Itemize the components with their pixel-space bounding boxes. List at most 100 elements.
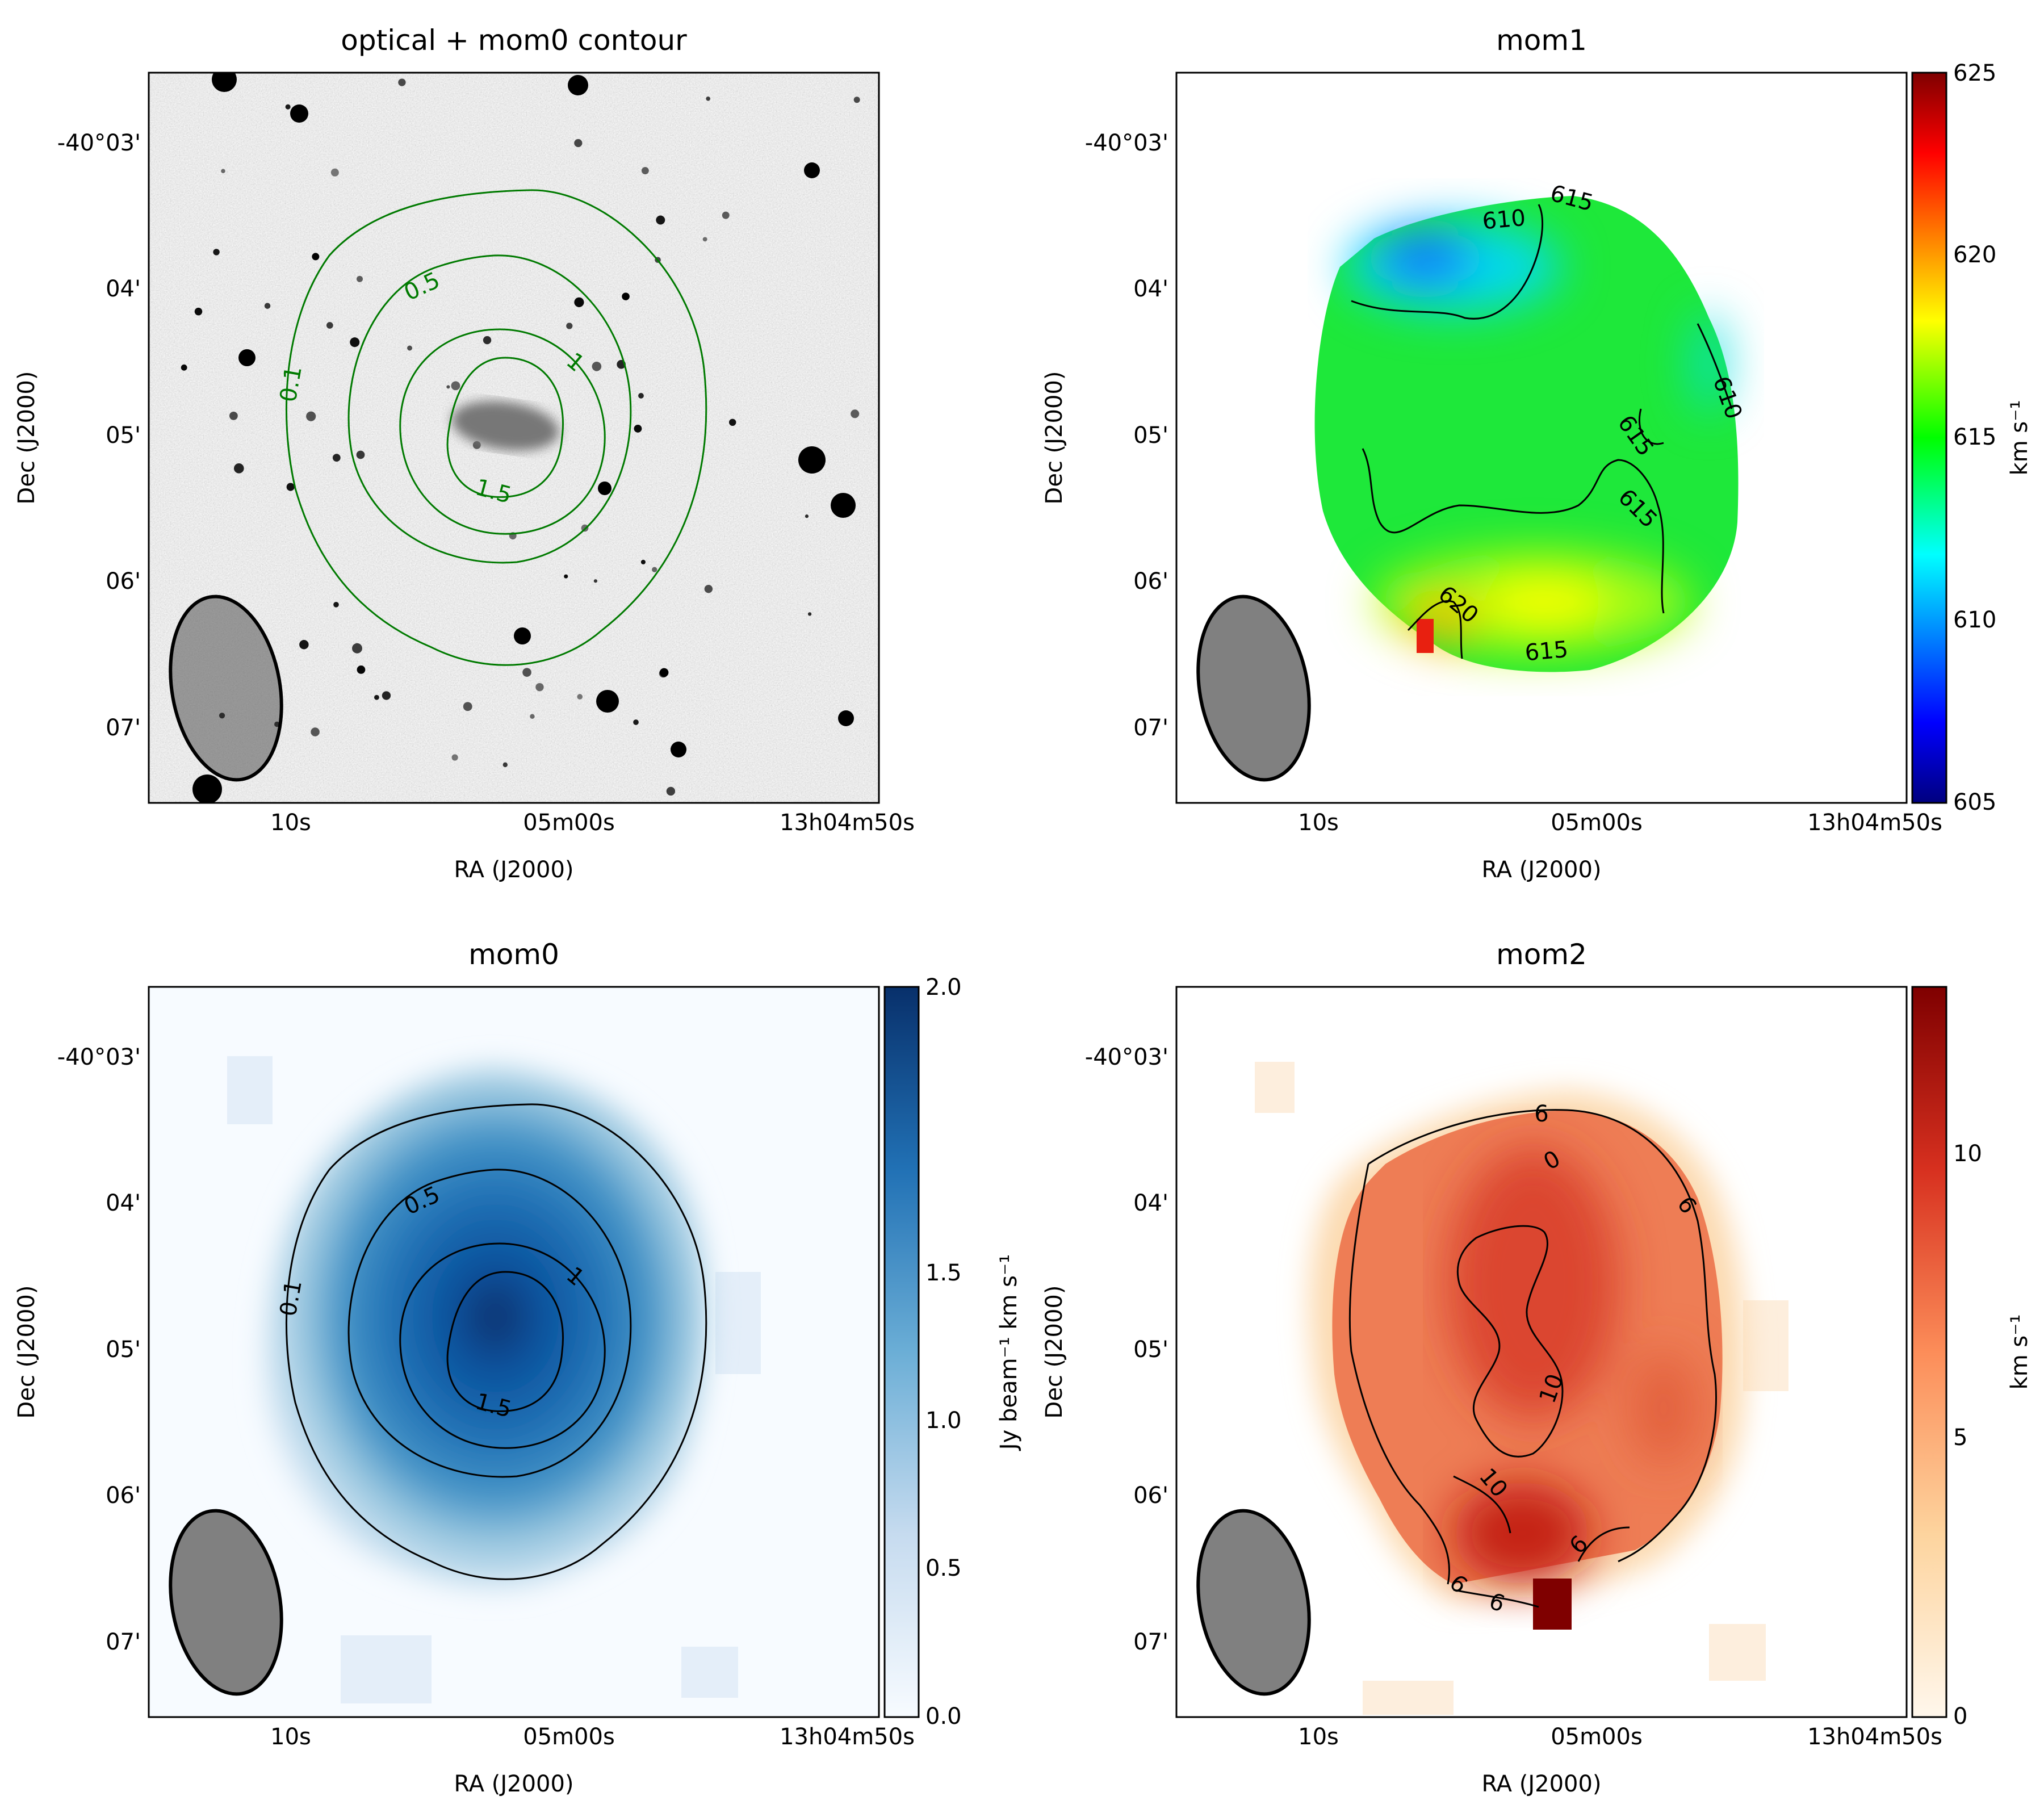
colorbar-tick-label: 605 [1953,789,1996,815]
star [704,584,713,593]
star [356,450,365,459]
colorbar-tick-label: 10 [1953,1141,1982,1167]
star [463,702,472,711]
mom1-hot-pixel [1417,619,1434,653]
y-tick-label: -40°03' [1085,1044,1168,1070]
star [598,482,611,495]
panel-mom2: 6 0 6 10 10 6 6 6 0 5 10 km s⁻¹ mom2 10s… [1041,938,2033,1797]
panel-title: optical + mom0 contour [341,24,687,57]
panel-mom1: 610 615 615 610 615 620 615 605 610 615 … [1041,24,2033,883]
panel-optical: 0.1 0.5 1 1.5 optical + mom0 contour 10s… [14,24,915,883]
star [838,710,854,726]
star [374,694,379,700]
star [522,668,531,677]
colorbar-tick-label: 1.5 [925,1260,962,1286]
x-tick-label: 13h04m50s [780,1724,915,1750]
y-tick-label: 07' [106,715,141,741]
colorbar-tick-label: 625 [1953,60,1996,86]
star [641,167,649,175]
y-tick-label: -40°03' [1085,130,1168,156]
y-axis-label: Dec (J2000) [14,1286,40,1419]
mom0-contour-label: 0.1 [275,1278,307,1318]
star [574,297,584,307]
y-axis-label: Dec (J2000) [1041,1286,1067,1419]
x-tick-label: 10s [270,810,311,836]
colorbar-tick-label: 0 [1953,1703,1967,1730]
mom1-contour-label: 615 [1524,637,1569,666]
colorbar-tick-label: 2.0 [925,974,962,1000]
x-tick-labels: 10s 05m00s 13h04m50s [1298,810,1942,836]
y-tick-label: 05' [1133,1337,1168,1363]
x-tick-label: 05m00s [1551,810,1643,836]
y-tick-label: 07' [1133,715,1168,741]
colorbar-tick-label: 615 [1953,424,1996,450]
colorbar-ticks: 605 610 615 620 625 [1953,60,1996,815]
y-tick-label: 06' [106,1483,141,1509]
star [352,643,362,654]
star [285,104,291,110]
x-tick-label: 13h04m50s [1807,810,1942,836]
star [229,412,238,420]
colorbar-tick-label: 610 [1953,607,1996,633]
star [212,73,237,92]
x-tick-label: 05m00s [523,1724,615,1750]
star [312,253,320,261]
x-tick-label: 10s [270,1724,311,1750]
galaxy-blob [451,401,559,451]
mom0-contours [285,1103,707,1580]
axes-frame [148,986,880,1718]
star [568,75,588,95]
star [514,627,531,644]
mom1-contours [1351,204,1733,659]
x-tick-label: 13h04m50s [780,810,915,836]
y-tick-label: 05' [1133,422,1168,449]
star [652,567,657,572]
star [722,211,730,219]
star [213,249,220,256]
star [659,668,669,677]
x-tick-label: 05m00s [523,810,615,836]
x-tick-label: 10s [1298,1724,1339,1750]
y-tick-label: 05' [106,422,141,449]
star [535,683,544,692]
star [233,463,244,474]
x-tick-label: 13h04m50s [1807,1724,1942,1750]
star [807,612,812,616]
mom2-noise-patches [1255,1062,1789,1715]
panel-title: mom0 [468,938,559,971]
y-axis-label: Dec (J2000) [1041,371,1067,505]
mom1-contour-label: 610 [1481,205,1527,235]
colorbar-label: km s⁻¹ [2007,1314,2033,1390]
x-tick-label: 10s [1298,810,1339,836]
star [407,345,413,351]
star [564,574,568,579]
beam-ellipse [169,594,283,782]
star [592,361,602,371]
colorbar-tick-label: 5 [1953,1425,1967,1451]
star [671,742,686,757]
star [622,292,630,300]
x-axis-label: RA (J2000) [454,857,573,883]
x-axis-label: RA (J2000) [454,1771,573,1797]
y-tick-label: -40°03' [57,130,141,156]
beam-ellipse [1196,1509,1311,1696]
y-tick-label: 07' [1133,1629,1168,1655]
optical-contours [285,189,707,666]
axes-frame [1175,72,1908,804]
y-axis-label: Dec (J2000) [14,371,40,505]
star [638,393,644,399]
star [181,364,187,371]
mom2-contour-label: 6 [1534,1101,1548,1127]
panel-title: mom2 [1496,938,1587,971]
star [566,323,573,329]
colorbar-tick-label: 0.0 [925,1703,962,1730]
star [530,714,535,719]
y-tick-labels: -40°03' 04' 05' 06' 07' [57,130,141,741]
x-axis-label: RA (J2000) [1481,857,1601,883]
star [640,559,646,564]
colorbar-label: Jy beam⁻¹ km s⁻¹ [996,1254,1022,1451]
colorbar-tick-label: 1.0 [925,1408,962,1434]
star [728,418,736,426]
panel-mom0: 0.1 0.5 1 1.5 0.0 0.5 1.0 1.5 2.0 Jy bea… [14,938,1022,1797]
